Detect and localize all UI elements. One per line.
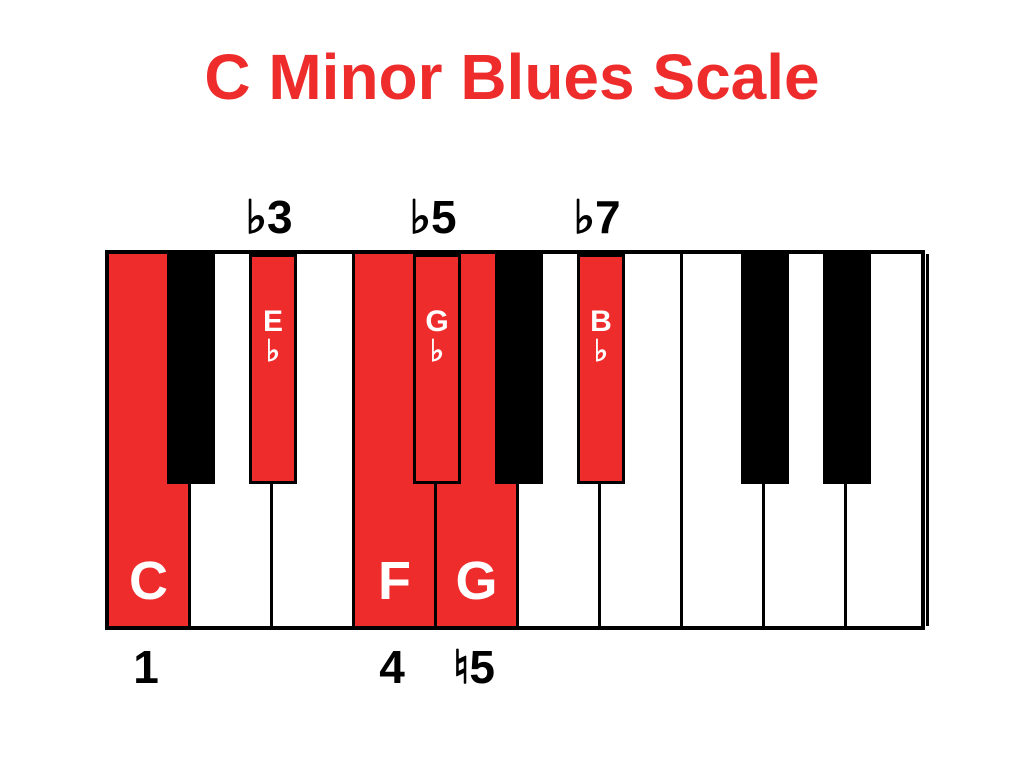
scale-degree-bottom: 4 xyxy=(347,640,437,694)
white-key-label: F xyxy=(355,550,434,612)
white-key-label: C xyxy=(109,550,188,612)
scale-degree-bottom: 1 xyxy=(101,640,191,694)
scale-degree-bottom: ♮5 xyxy=(429,640,519,694)
black-key-db2 xyxy=(741,254,789,484)
black-key-ab xyxy=(495,254,543,484)
black-key-db xyxy=(167,254,215,484)
piano-keyboard: C FG E ♭ G ♭ B ♭ xyxy=(105,250,925,630)
black-key-label: B ♭ xyxy=(580,307,622,367)
scale-degree-top: ♭7 xyxy=(562,190,632,244)
black-key-eb2 xyxy=(823,254,871,484)
black-key-bb: B ♭ xyxy=(577,254,625,484)
black-key-label: E ♭ xyxy=(252,307,294,367)
scale-degree-top: ♭3 xyxy=(234,190,304,244)
black-key-label: G ♭ xyxy=(416,307,458,367)
white-key-label: G xyxy=(437,550,516,612)
black-key-gb: G ♭ xyxy=(413,254,461,484)
diagram-title: C Minor Blues Scale xyxy=(0,40,1024,114)
black-key-eb: E ♭ xyxy=(249,254,297,484)
scale-degree-top: ♭5 xyxy=(398,190,468,244)
